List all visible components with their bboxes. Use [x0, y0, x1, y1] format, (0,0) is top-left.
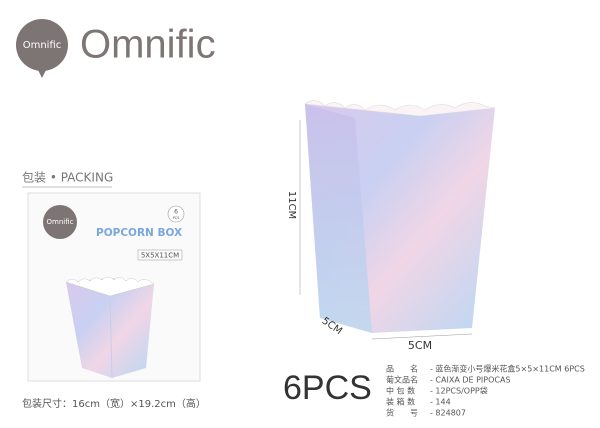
count-number: 6 [174, 209, 178, 216]
package-badge-circle [43, 205, 77, 239]
spec-value: - 824807 [430, 409, 466, 418]
brand-name: Omnific [80, 23, 216, 67]
spec-value: - 蓝色渐变小号爆米花盒5×5×11CM 6PCS [430, 364, 585, 374]
quantity: 6PCS [283, 369, 372, 407]
width-rule [371, 333, 473, 340]
width-label: 5CM [408, 339, 432, 352]
popcorn-box-rim [304, 100, 496, 117]
popcorn-box-side [305, 104, 372, 333]
count-badge [167, 205, 185, 223]
package-box [66, 278, 154, 378]
spec-value: - CAIXA DE PIPOCAS [430, 376, 511, 385]
spec-key: 货 号 [386, 408, 418, 418]
height-label: 11CM [286, 191, 297, 219]
logo-tail [38, 70, 46, 78]
package-size: 5X5X11CM [141, 252, 179, 260]
packing-heading: 包装 • PACKING [22, 171, 113, 185]
package-box-edge [109, 295, 113, 379]
logo-badge: Omnific [23, 40, 62, 51]
spec-key: 装 箱 数 [386, 397, 415, 407]
package-caption: 包装尺寸：16cm（宽）×19.2cm（高） [22, 397, 206, 410]
package-product: POPCORN BOX [96, 227, 182, 239]
count-unit: PCS [173, 216, 181, 220]
spec-key: 中 包 数 [386, 386, 415, 396]
package-badge: Omnific [47, 218, 74, 226]
spec-table: 品 名 - 蓝色渐变小号爆米花盒5×5×11CM 6PCS 葡文品名 - CAIXA … [386, 364, 585, 418]
spec-key: 品 名 [386, 364, 418, 374]
spec-key: 葡文品名 [386, 375, 418, 385]
spec-value: - 12PCS/OPP袋 [430, 386, 488, 396]
size-box [137, 249, 183, 261]
spec-value: - 144 [430, 398, 451, 407]
package-box-rim [65, 276, 155, 297]
logo-circle [16, 19, 68, 71]
